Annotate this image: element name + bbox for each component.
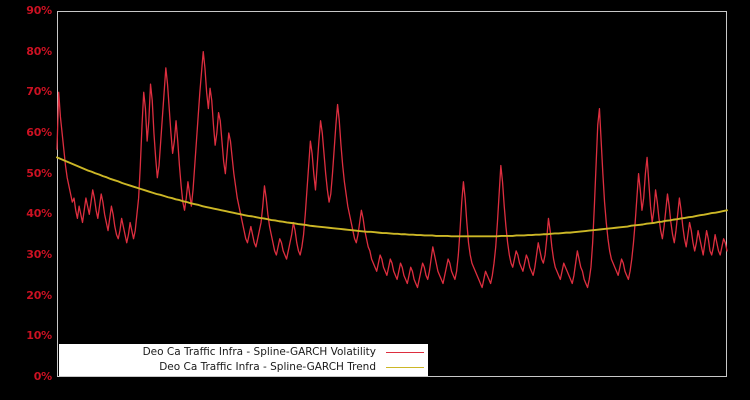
- legend-item-trend: Deo Ca Traffic Infra - Spline-GARCH Tren…: [59, 360, 428, 375]
- plot-area: [57, 11, 727, 377]
- y-axis-tick-label: 40%: [26, 207, 52, 221]
- y-axis-tick-label: 90%: [26, 4, 52, 17]
- legend-label-trend: Deo Ca Traffic Infra - Spline-GARCH Tren…: [159, 361, 376, 373]
- volatility-line: [56, 51, 728, 289]
- y-axis-tick-label: 60%: [26, 126, 52, 139]
- volatility-line-swatch: [386, 352, 424, 353]
- chart-legend: Deo Ca Traffic Infra - Spline-GARCH Vola…: [59, 344, 428, 376]
- y-axis-tick-label: 20%: [26, 288, 52, 302]
- y-axis-tick-label: 70%: [26, 85, 52, 99]
- series-group: [56, 51, 728, 289]
- legend-item-volatility: Deo Ca Traffic Infra - Spline-GARCH Vola…: [59, 345, 428, 360]
- y-axis-tick-label: 80%: [26, 44, 52, 58]
- y-axis-tick-label: 50%: [26, 166, 52, 180]
- legend-label-volatility: Deo Ca Traffic Infra - Spline-GARCH Vola…: [142, 346, 376, 358]
- trend-line: [56, 156, 728, 238]
- trend-line-swatch: [386, 367, 424, 368]
- y-axis-tick-label: 10%: [26, 329, 52, 343]
- y-axis-tick-label: 30%: [26, 248, 52, 261]
- y-axis-tick-label: 0%: [33, 370, 52, 383]
